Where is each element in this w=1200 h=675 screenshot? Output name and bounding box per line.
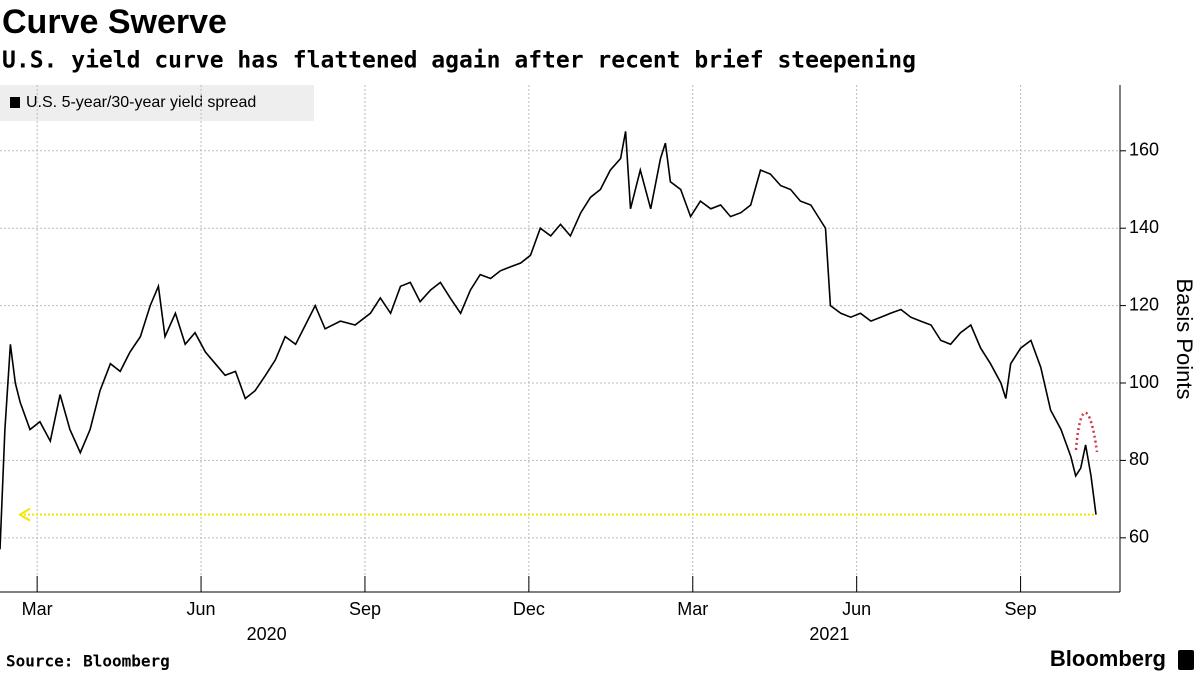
chart-title: Curve Swerve: [2, 3, 227, 41]
y-tick-label: 120: [1129, 294, 1159, 314]
y-tick-label: 140: [1129, 217, 1159, 237]
x-tick-label: Mar: [677, 599, 708, 619]
x-tick-label: Sep: [1005, 599, 1037, 619]
y-tick-label: 100: [1129, 372, 1159, 392]
y-tick-label: 160: [1129, 140, 1159, 160]
series-line: [0, 131, 1097, 550]
x-tick-label: Dec: [513, 599, 545, 619]
year-label: 2021: [809, 624, 849, 644]
y-axis-label: Basis Points: [1172, 278, 1197, 399]
chart-subtitle: U.S. yield curve has flattened again aft…: [2, 48, 916, 74]
x-tick-label: Mar: [22, 599, 53, 619]
y-tick-label: 80: [1129, 449, 1149, 469]
x-tick-label: Jun: [842, 599, 871, 619]
legend-label: U.S. 5-year/30-year yield spread: [26, 94, 256, 111]
y-tick-label: 60: [1129, 527, 1149, 547]
year-label: 2020: [247, 624, 287, 644]
brand-icon: [1178, 650, 1194, 670]
reference-arrow: [18, 507, 31, 522]
brand: Bloomberg: [1050, 646, 1166, 671]
x-tick-label: Jun: [187, 599, 216, 619]
x-tick-label: Sep: [349, 599, 381, 619]
steepening-arc: [1074, 411, 1099, 453]
legend-box: [0, 85, 314, 121]
legend-swatch: [10, 97, 20, 108]
source: Source: Bloomberg: [6, 652, 170, 671]
